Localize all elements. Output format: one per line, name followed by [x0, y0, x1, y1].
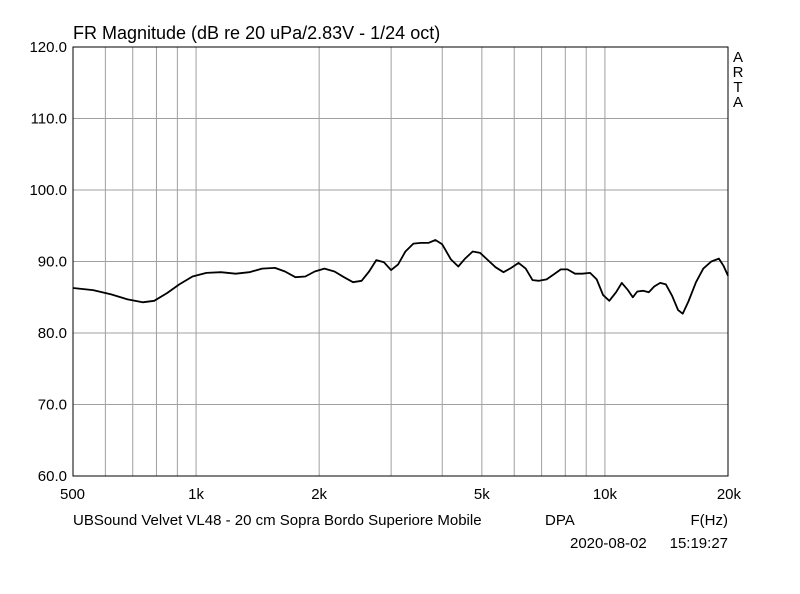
x-tick-label: 5k	[474, 486, 490, 503]
measurement-time: 15:19:27	[670, 535, 728, 552]
measurement-date: 2020-08-02	[570, 535, 647, 552]
x-tick-label: 500	[60, 486, 85, 503]
x-tick-label: 1k	[188, 486, 204, 503]
x-tick-label: 2k	[311, 486, 327, 503]
x-axis-unit: F(Hz)	[691, 512, 729, 529]
x-tick-label: 20k	[717, 486, 742, 503]
chart-title: FR Magnitude (dB re 20 uPa/2.83V - 1/24 …	[73, 23, 440, 43]
plot-frame	[72, 46, 729, 477]
arta-watermark: A R T A	[733, 49, 744, 111]
measurement-mode: DPA	[545, 512, 575, 529]
watermark-letter: A	[733, 94, 743, 111]
y-tick-label: 100.0	[29, 182, 67, 199]
watermark-letter: R	[733, 64, 744, 81]
watermark-letter: T	[733, 79, 742, 96]
y-tick-label: 120.0	[29, 39, 67, 56]
x-tick-label: 10k	[593, 486, 618, 503]
y-tick-label: 80.0	[38, 325, 67, 342]
grid	[72, 46, 729, 477]
y-tick-label: 60.0	[38, 468, 67, 485]
y-tick-label: 110.0	[31, 111, 67, 128]
y-tick-label: 70.0	[38, 397, 67, 414]
axis-ticks: 60.0 70.0 80.0 90.0 100.0 110.0 120.0 500 1k 2k 5k…	[29, 39, 741, 503]
watermark-letter: A	[733, 49, 743, 66]
measurement-description: UBSound Velvet VL48 - 20 cm Sopra Bordo …	[73, 512, 482, 529]
y-tick-label: 90.0	[38, 254, 67, 271]
response-curve	[72, 239, 729, 315]
